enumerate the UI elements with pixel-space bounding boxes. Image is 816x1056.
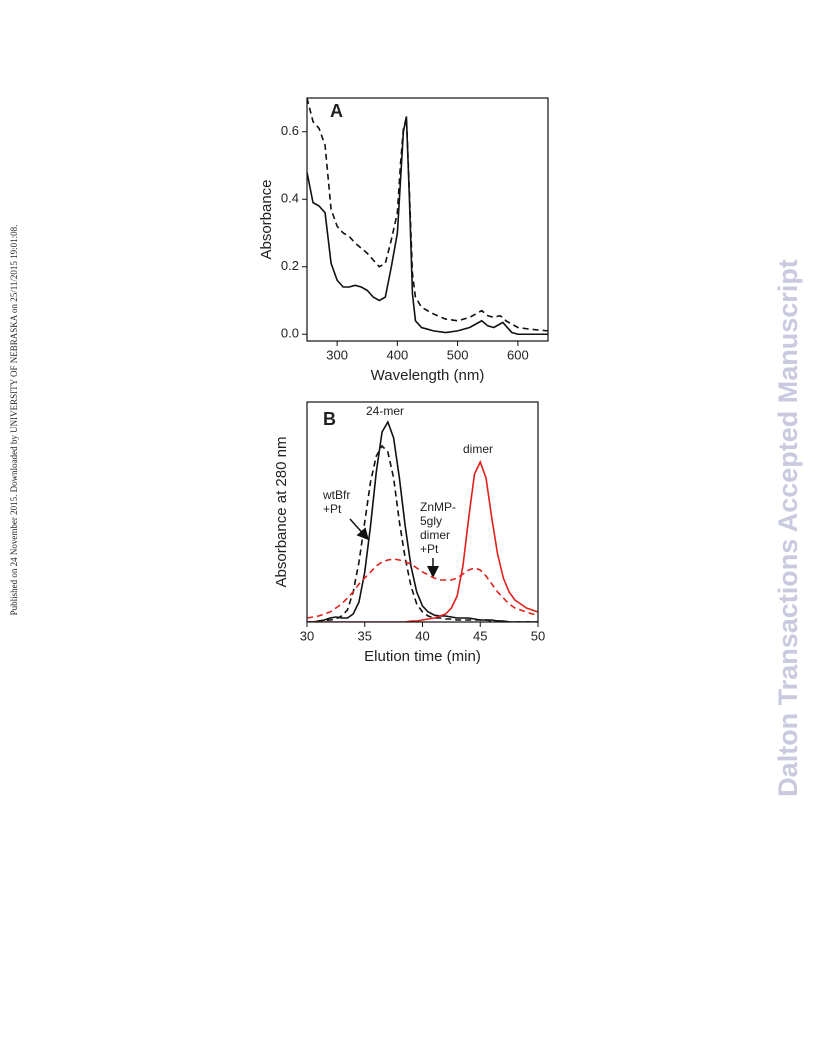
annotation: +Pt [420,542,439,556]
arrow [349,518,370,541]
annotation: dimer [463,442,493,456]
data-line [307,98,548,332]
plot-frame [306,97,549,342]
y-axis-label: Absorbance [258,179,275,259]
y-tick-label: 0.2 [281,258,299,273]
data-line [307,558,538,619]
annotation: wtBfr [322,488,350,502]
x-axis-label: Elution time (min) [364,648,481,665]
x-tick-label: 300 [326,347,348,362]
annotation: dimer [420,528,450,542]
annotation: 24-mer [366,404,404,418]
y-tick-label: 0.0 [281,326,299,341]
x-tick-label: 30 [300,628,314,643]
data-line [307,459,538,622]
x-tick-label: 50 [531,628,545,643]
x-tick-label: 40 [415,628,429,643]
x-tick-label: 600 [507,347,529,362]
annotation: +Pt [323,502,342,516]
x-tick-label: 400 [387,347,409,362]
plot-frame [306,401,539,623]
x-tick-label: 35 [358,628,372,643]
data-line [307,116,548,336]
data-line [307,444,538,622]
y-axis-label: Absorbance at 280 nm [273,437,290,588]
x-tick-label: 45 [473,628,487,643]
x-axis-label: Wavelength (nm) [371,367,485,384]
journal-watermark: Dalton Transactions Accepted Manuscript [773,259,803,797]
x-tick-label: 500 [447,347,469,362]
y-tick-label: 0.6 [281,123,299,138]
panel-label: A [330,101,343,121]
annotation: ZnMP- [420,500,456,514]
download-note: Published on 24 November 2015. Downloade… [9,225,19,616]
panel-label: B [323,409,336,429]
annotation: 5gly [420,514,442,528]
y-tick-label: 0.4 [281,191,299,206]
